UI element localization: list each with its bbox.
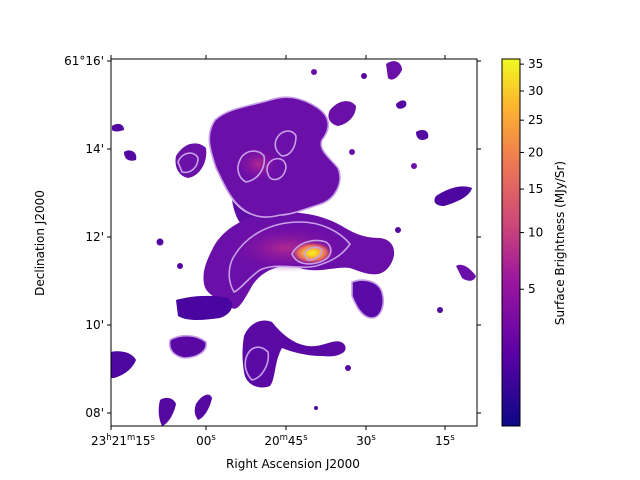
emission-dot-8: [349, 149, 355, 155]
emission-dot-5: [437, 307, 443, 313]
y-axis-label: Declination J2000: [33, 190, 47, 296]
colorbar: 5 10 15 20 25 30 35 Surface Brightness (MJy/Sr…: [502, 57, 567, 426]
colorbar-tick-label-6: 30: [528, 84, 543, 98]
colorbar-tick-label-1: 5: [528, 282, 536, 296]
y-tick-label-4: 10': [85, 318, 104, 332]
y-tick-label-2: 14': [85, 142, 104, 156]
plot-area: [111, 59, 477, 426]
x-tick-label-3: 20m45s: [264, 433, 308, 448]
colorbar-tick-label-7: 35: [528, 57, 543, 71]
y-tick-label-1: 61°16': [64, 54, 104, 68]
emission-dot-1: [157, 239, 164, 246]
colorbar-tick-label-4: 20: [528, 145, 543, 159]
emission-filament-left: [176, 296, 232, 320]
colorbar-tick-label-5: 25: [528, 113, 543, 127]
emission-dot-9: [411, 163, 417, 169]
emission-dot-4: [314, 406, 318, 410]
x-tick-label-5: 15s: [435, 433, 455, 448]
emission-dot-3: [345, 365, 351, 371]
colorbar-tick-label-3: 15: [528, 182, 543, 196]
y-tick-label-5: 08': [85, 406, 104, 420]
emission-dot-2: [177, 263, 183, 269]
y-tick-label-3: 12': [85, 230, 104, 244]
colorbar-gradient: [502, 59, 520, 426]
x-tick-label-2: 00s: [196, 433, 216, 448]
emission-dot-7: [361, 73, 367, 79]
emission-dot-6: [311, 69, 317, 75]
emission-dot-10: [395, 227, 401, 233]
x-axis-label: Right Ascension J2000: [226, 457, 360, 471]
x-tick-label-1: 23h21m15s: [91, 433, 156, 448]
x-tick-label-4: 30s: [356, 433, 376, 448]
colorbar-label: Surface Brightness (MJy/Sr): [553, 161, 567, 325]
colorbar-tick-label-2: 10: [528, 226, 543, 240]
colorbar-ticks: 5 10 15 20 25 30 35: [520, 57, 543, 296]
